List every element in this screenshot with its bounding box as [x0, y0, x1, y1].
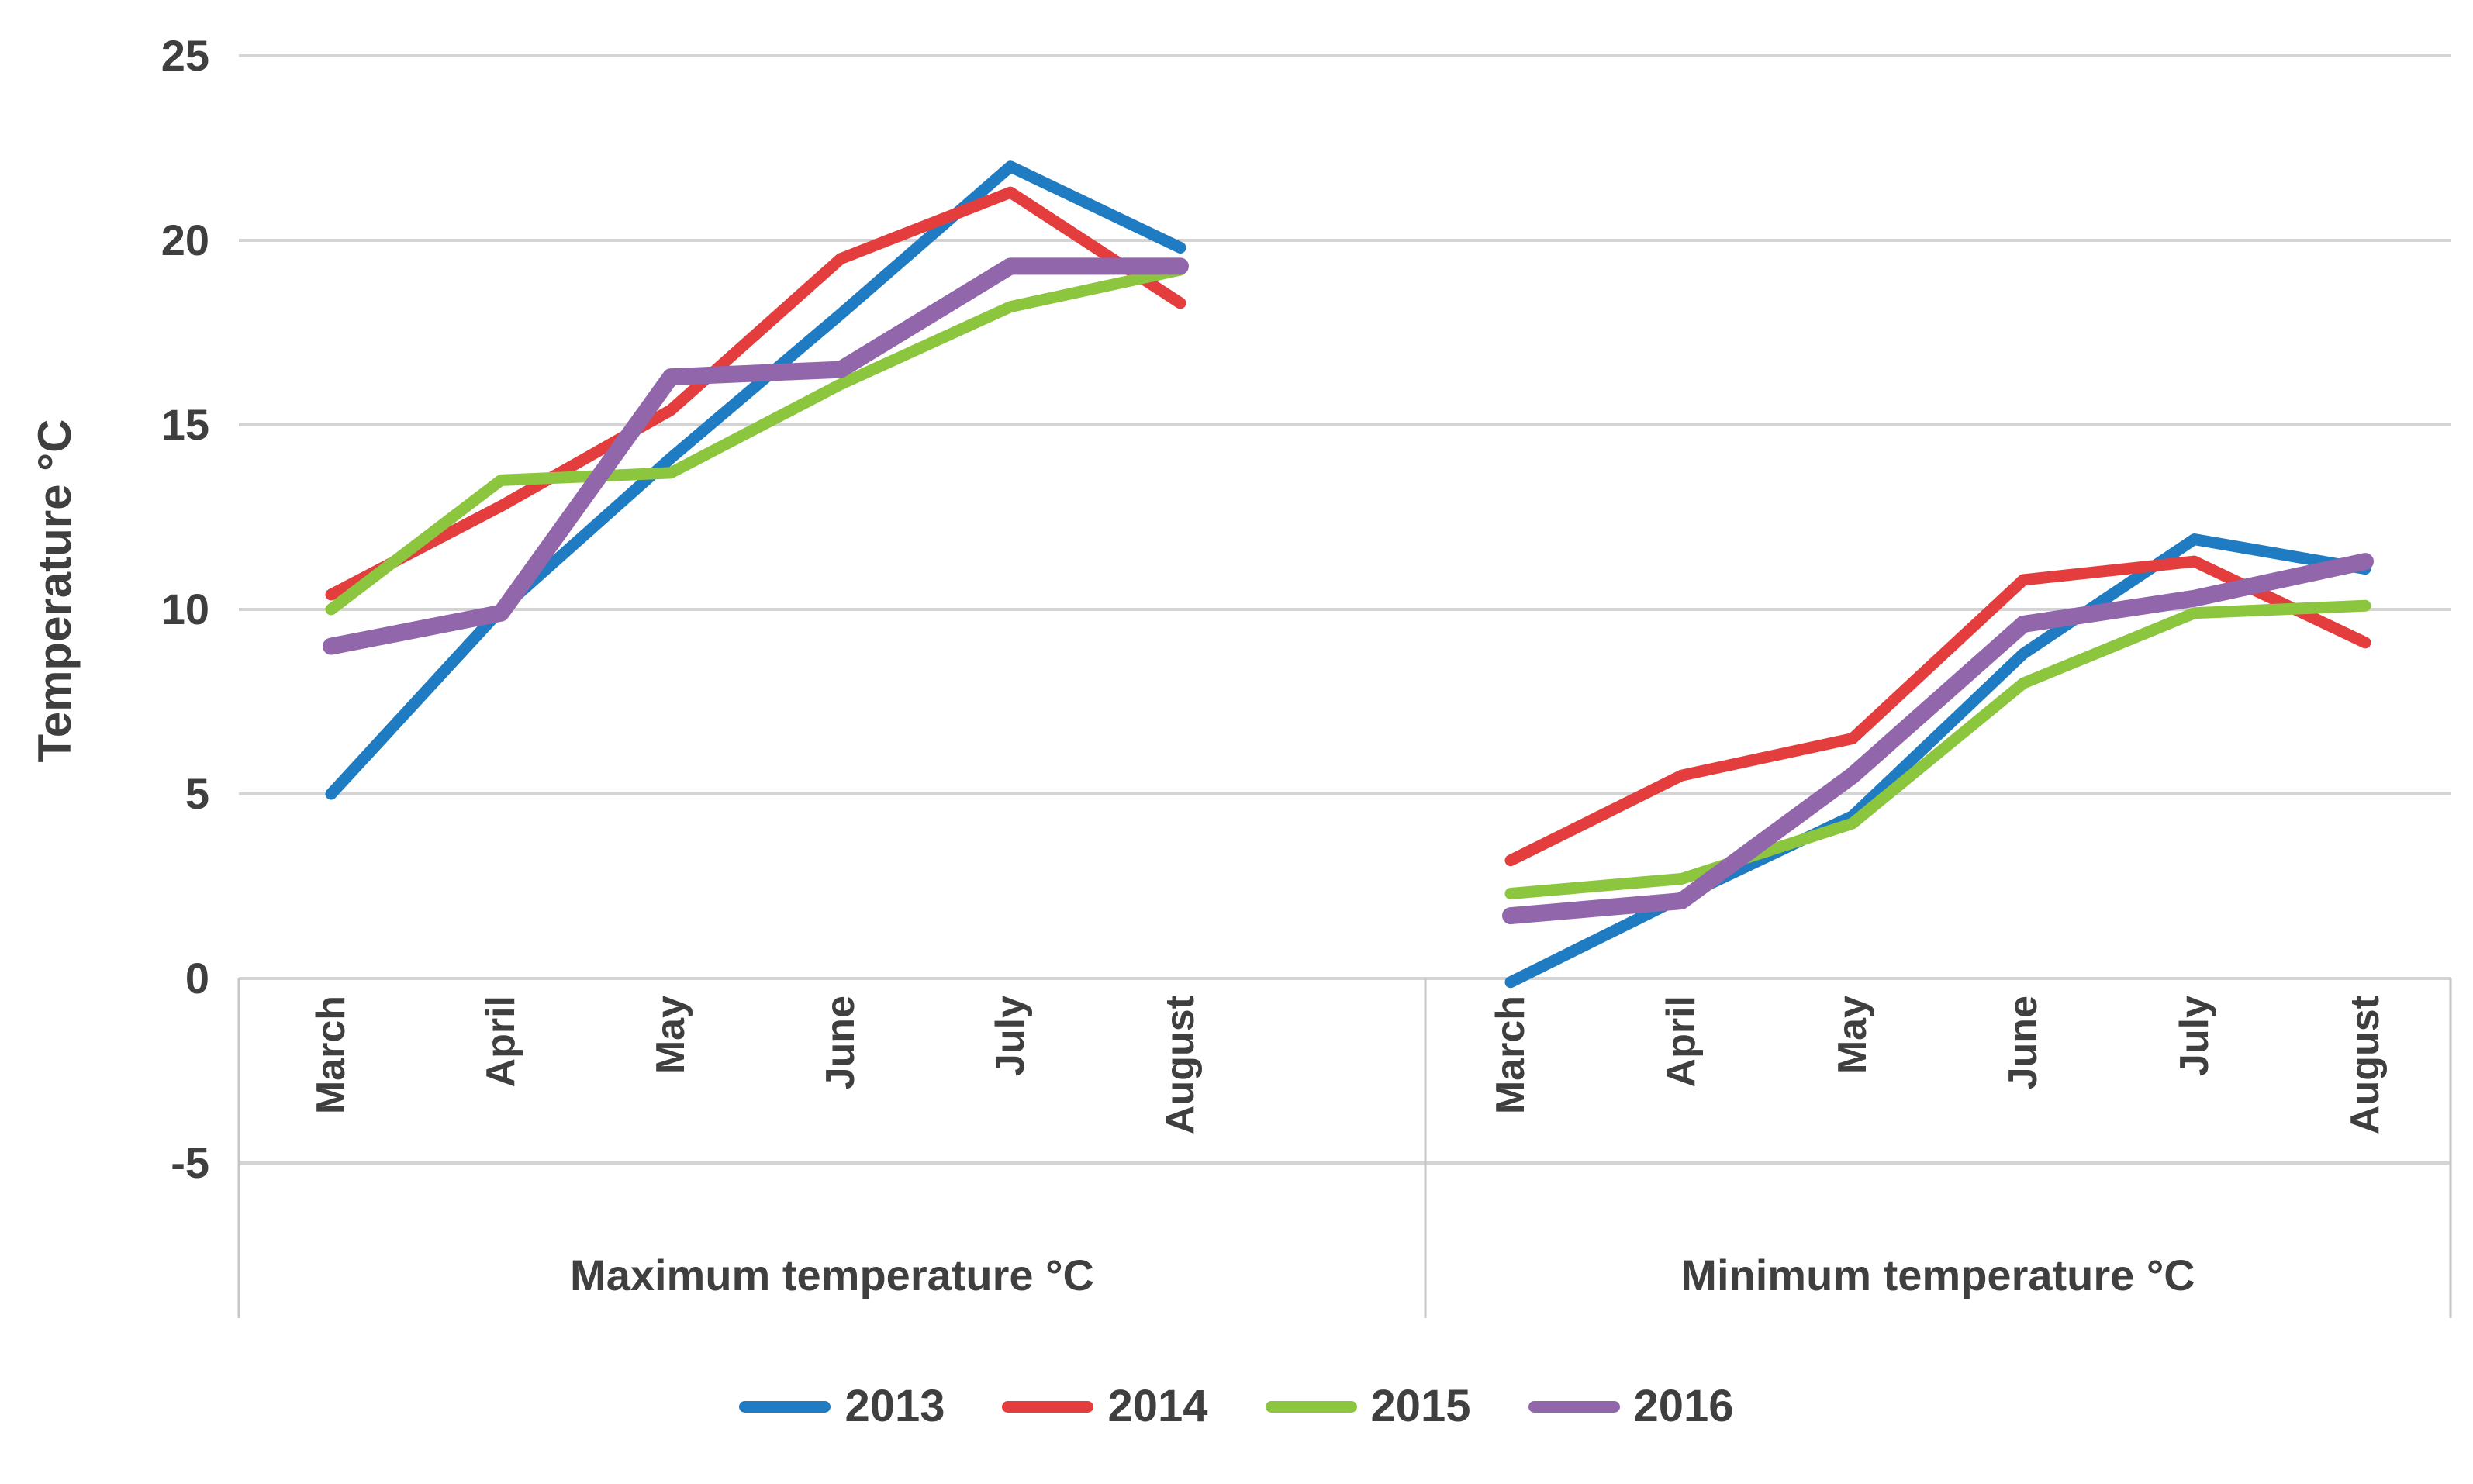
series-2014-max-line	[325, 186, 1186, 601]
month-label-max-april: April	[478, 996, 523, 1088]
series-2016-max-line	[323, 257, 1189, 655]
legend-label-2014: 2014	[1107, 1381, 1208, 1431]
month-label-min-june: June	[2001, 996, 2046, 1090]
series-2016-min-line	[1502, 553, 2374, 925]
series-2015-min-line	[1504, 599, 2371, 900]
legend-label-2013: 2013	[844, 1381, 945, 1431]
month-label-max-june: June	[818, 996, 863, 1090]
series-2015-max-line	[325, 264, 1186, 616]
y-tick-label-0: 0	[185, 954, 209, 1003]
legend-label-2016: 2016	[1633, 1381, 1734, 1431]
y-tick-label-20: 20	[161, 216, 209, 264]
month-label-min-april: April	[1659, 996, 1705, 1088]
y-tick-label-5: 5	[185, 769, 209, 818]
panel-label-maximum: Maximum temperature °C	[570, 1251, 1094, 1299]
legend-item-2015: 2015	[1265, 1381, 1471, 1431]
legend-item-2013: 2013	[739, 1384, 945, 1429]
chart-legend: 2013 2014 2015 2016	[0, 1384, 2473, 1429]
month-label-max-may: May	[648, 996, 693, 1075]
legend-swatch-2016	[1528, 1400, 1620, 1413]
month-label-min-may: May	[1829, 996, 1875, 1075]
y-tick-label-15: 15	[161, 400, 209, 449]
month-label-max-august: August	[1158, 996, 1203, 1135]
y-tick-label--5: -5	[171, 1138, 209, 1187]
series-2013-max-line	[325, 160, 1186, 800]
y-tick-label-10: 10	[161, 585, 209, 633]
legend-item-2016: 2016	[1528, 1384, 1734, 1429]
legend-item-2014: 2014	[1002, 1381, 1208, 1431]
panel-label-minimum: Minimum temperature °C	[1680, 1251, 2195, 1299]
legend-swatch-2013	[739, 1400, 831, 1413]
month-label-min-july: July	[2171, 996, 2217, 1077]
month-label-min-august: August	[2343, 996, 2388, 1135]
series-2014-min-line	[1504, 555, 2371, 867]
legend-label-2015: 2015	[1370, 1381, 1471, 1431]
month-label-max-march: March	[309, 996, 354, 1115]
y-tick-label-25: 25	[161, 31, 209, 80]
legend-swatch-2015	[1265, 1400, 1357, 1413]
legend-swatch-2014	[1002, 1400, 1094, 1413]
month-label-max-july: July	[988, 996, 1033, 1077]
month-label-min-march: March	[1488, 996, 1533, 1115]
